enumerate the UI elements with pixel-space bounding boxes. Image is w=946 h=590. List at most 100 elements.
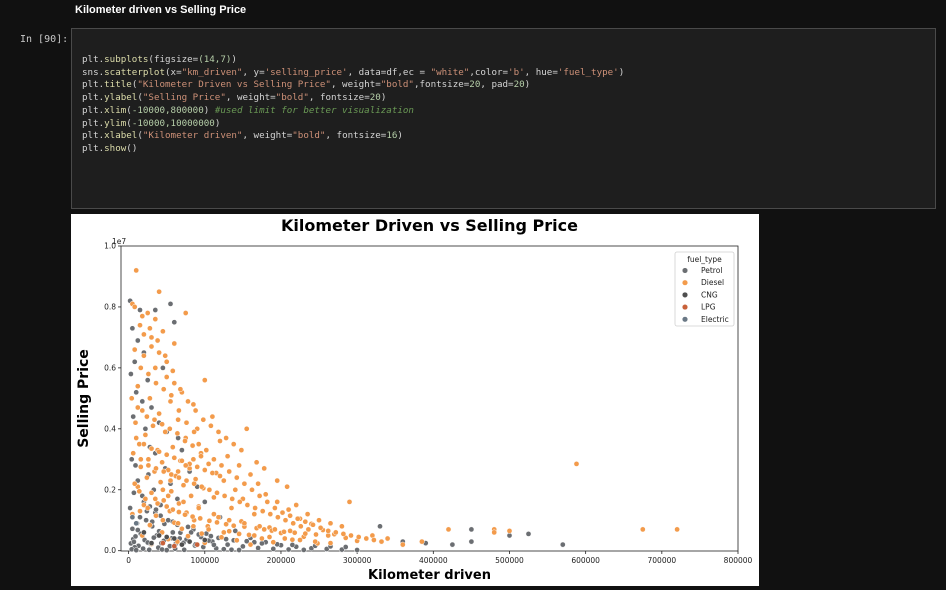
data-point-diesel xyxy=(152,316,159,322)
data-point-diesel xyxy=(247,541,254,548)
data-point-diesel xyxy=(163,503,170,510)
code-token: ) xyxy=(214,117,221,129)
data-point-diesel xyxy=(284,483,290,490)
data-point-diesel xyxy=(188,493,194,499)
data-point-diesel xyxy=(281,528,287,535)
code-token: ( xyxy=(126,117,132,129)
data-point-diesel xyxy=(272,505,278,511)
data-point-diesel xyxy=(317,524,324,531)
code-token: scatterplot xyxy=(104,66,165,78)
data-point-diesel xyxy=(259,535,265,542)
data-point-diesel xyxy=(156,349,162,356)
data-point-diesel xyxy=(191,480,197,487)
data-point-petrol xyxy=(236,547,242,553)
data-point-diesel xyxy=(249,486,255,493)
y-tick-label: 1.0 xyxy=(104,242,116,251)
data-point-diesel xyxy=(195,441,202,447)
data-point-diesel xyxy=(195,505,202,511)
data-point-diesel xyxy=(179,525,185,532)
data-point-diesel xyxy=(139,407,146,414)
data-point-diesel xyxy=(247,471,254,478)
data-point-diesel xyxy=(141,441,147,447)
data-point-diesel xyxy=(233,537,240,544)
data-point-cng xyxy=(186,538,193,545)
data-point-diesel xyxy=(310,521,316,528)
legend-label-petrol: Petrol xyxy=(701,266,722,275)
data-point-diesel xyxy=(506,528,513,534)
code-cell[interactable]: plt.subplots(figsize=(14,7)) sns.scatterp… xyxy=(71,28,936,209)
data-point-diesel xyxy=(281,535,288,542)
x-tick-label: 300000 xyxy=(343,556,372,565)
code-token: show xyxy=(104,142,127,154)
data-point-petrol xyxy=(153,506,159,513)
data-point-diesel xyxy=(384,535,391,542)
code-token: "Kilometer Driven vs Selling Price" xyxy=(137,79,331,91)
data-point-diesel xyxy=(224,453,231,460)
legend-box xyxy=(674,251,735,327)
data-point-diesel xyxy=(171,380,178,386)
data-point-petrol xyxy=(133,389,140,396)
data-point-diesel xyxy=(209,413,216,420)
code-token: plt. xyxy=(82,142,105,154)
data-point-diesel xyxy=(142,496,149,502)
data-point-diesel xyxy=(153,465,159,472)
data-point-diesel xyxy=(340,531,347,537)
y-tick-label: 0.4 xyxy=(104,424,116,433)
data-point-diesel xyxy=(151,416,158,423)
code-token: ) xyxy=(380,92,387,104)
data-point-diesel xyxy=(261,465,268,472)
data-point-diesel xyxy=(189,513,196,520)
data-point-diesel xyxy=(218,462,225,469)
data-point-diesel xyxy=(244,502,251,508)
data-point-diesel xyxy=(255,480,261,487)
data-point-diesel xyxy=(145,371,152,377)
data-point-diesel xyxy=(639,526,646,533)
data-point-diesel xyxy=(274,499,281,505)
data-point-petrol xyxy=(377,523,383,530)
data-point-petrol xyxy=(143,517,149,524)
data-point-cng xyxy=(148,540,155,546)
x-tick-label: 700000 xyxy=(648,556,677,565)
data-point-petrol xyxy=(142,425,149,432)
data-point-petrol xyxy=(289,542,296,548)
data-point-diesel xyxy=(145,462,152,469)
data-point-diesel xyxy=(252,505,258,511)
data-point-diesel xyxy=(167,477,174,484)
data-point-diesel xyxy=(399,541,406,548)
data-point-diesel xyxy=(156,448,162,455)
data-point-diesel xyxy=(285,506,292,513)
data-point-diesel xyxy=(293,502,300,508)
legend-marker-lpg xyxy=(681,304,689,311)
code-editor[interactable]: plt.subplots(figsize=(14,7)) sns.scatterp… xyxy=(82,54,624,156)
data-point-diesel xyxy=(148,489,155,496)
data-point-diesel xyxy=(256,493,263,499)
code-token: xlabel xyxy=(104,130,138,142)
code-token: "Selling Price" xyxy=(142,92,226,104)
data-point-petrol xyxy=(127,505,133,511)
code-token: 20 xyxy=(513,79,525,91)
data-point-cng xyxy=(171,535,178,542)
code-token: ) xyxy=(231,54,237,65)
data-point-diesel xyxy=(160,386,167,393)
legend-marker-diesel xyxy=(681,279,689,286)
data-point-diesel xyxy=(272,526,278,533)
data-point-petrol xyxy=(137,514,143,521)
data-point-petrol xyxy=(129,525,136,532)
legend-label-electric: Electric xyxy=(701,315,729,324)
data-point-diesel xyxy=(201,467,208,473)
data-point-petrol xyxy=(171,319,178,326)
data-point-diesel xyxy=(229,496,236,502)
data-point-diesel xyxy=(215,429,222,435)
data-point-petrol xyxy=(208,533,214,539)
data-point-diesel xyxy=(223,435,229,441)
code-line: plt.ylabel("Selling Price", weight="bold… xyxy=(82,92,624,105)
code-token: ( xyxy=(137,130,143,142)
data-point-diesel xyxy=(197,515,204,522)
data-point-diesel xyxy=(168,471,175,478)
data-point-diesel xyxy=(233,474,240,481)
legend-label-lpg: LPG xyxy=(701,303,716,312)
data-point-diesel xyxy=(185,398,191,405)
code-token: , weight= xyxy=(330,79,381,91)
data-point-diesel xyxy=(190,456,197,463)
data-point-petrol xyxy=(163,547,170,553)
